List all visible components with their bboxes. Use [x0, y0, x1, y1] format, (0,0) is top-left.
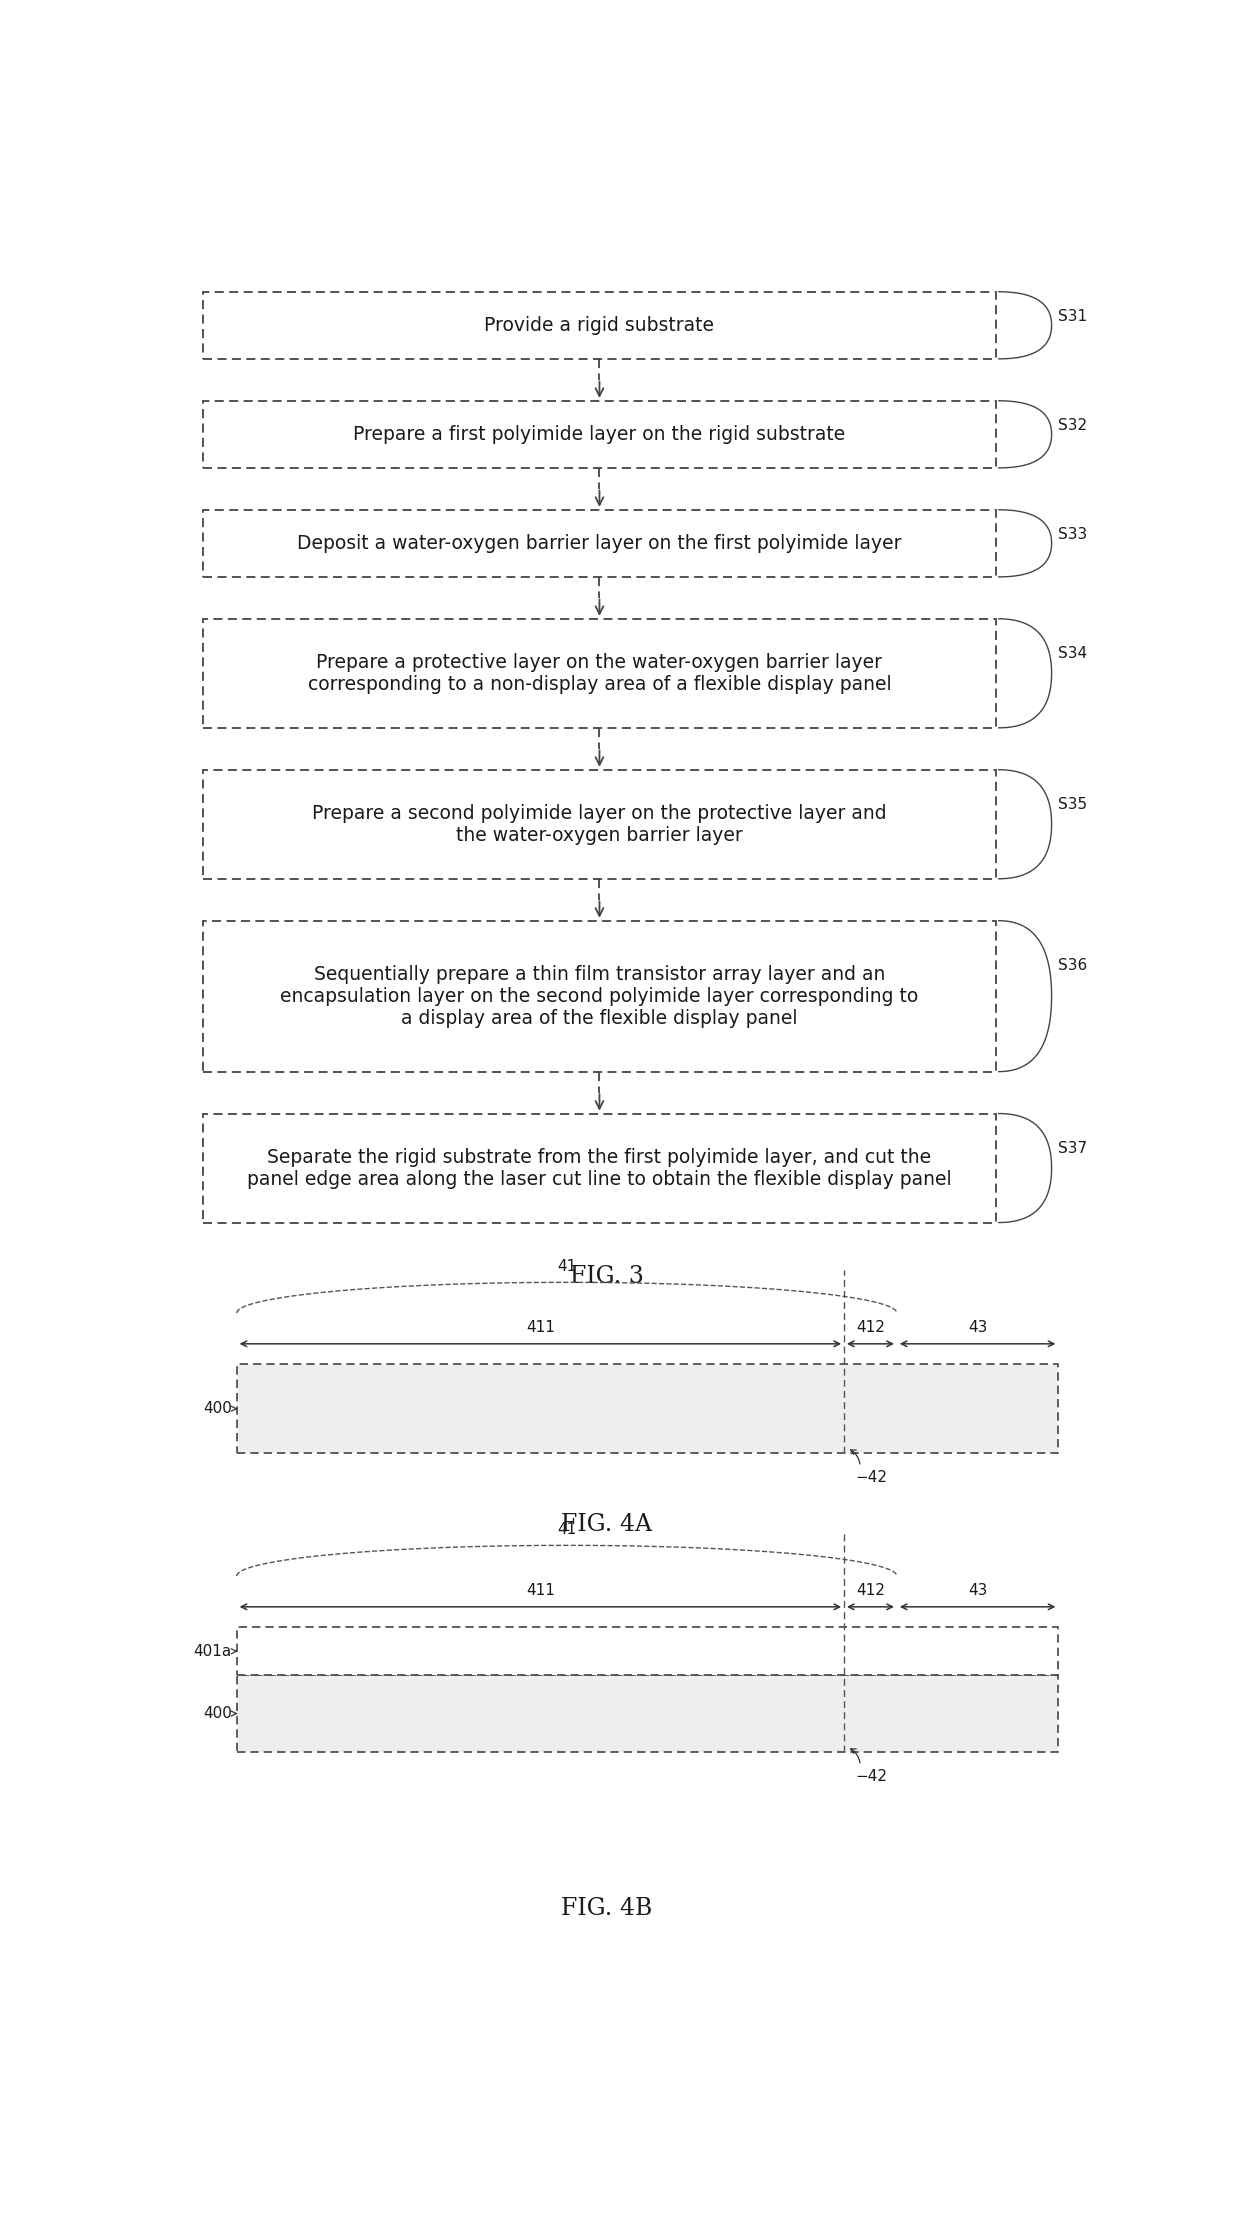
Text: Prepare a protective layer on the water-oxygen barrier layer
corresponding to a : Prepare a protective layer on the water-… — [308, 652, 892, 694]
Text: Prepare a second polyimide layer on the protective layer and
the water-oxygen ba: Prepare a second polyimide layer on the … — [312, 803, 887, 845]
Text: FIG. 3: FIG. 3 — [569, 1264, 644, 1289]
Text: Sequentially prepare a thin film transistor array layer and an
encapsulation lay: Sequentially prepare a thin film transis… — [280, 965, 919, 1027]
Text: −42: −42 — [856, 1770, 888, 1783]
Bar — [203, 619, 996, 728]
Text: 43: 43 — [968, 1584, 987, 1599]
Text: S32: S32 — [1059, 417, 1087, 433]
Text: 411: 411 — [526, 1584, 554, 1599]
Text: 41: 41 — [557, 1522, 577, 1537]
Text: 411: 411 — [526, 1320, 554, 1335]
Text: S34: S34 — [1059, 645, 1087, 661]
Text: Prepare a first polyimide layer on the rigid substrate: Prepare a first polyimide layer on the r… — [353, 426, 846, 444]
Bar — [203, 510, 996, 577]
Text: 41: 41 — [557, 1260, 577, 1273]
Bar — [237, 1628, 1058, 1675]
Text: FIG. 4A: FIG. 4A — [562, 1513, 652, 1535]
Text: S37: S37 — [1059, 1140, 1087, 1156]
Text: 412: 412 — [856, 1320, 885, 1335]
Text: 400: 400 — [203, 1706, 232, 1721]
Text: Separate the rigid substrate from the first polyimide layer, and cut the
panel e: Separate the rigid substrate from the fi… — [247, 1147, 952, 1189]
Bar — [203, 293, 996, 359]
Bar — [237, 1675, 1058, 1752]
Text: S31: S31 — [1059, 308, 1087, 324]
Text: S35: S35 — [1059, 796, 1087, 812]
Text: Provide a rigid substrate: Provide a rigid substrate — [485, 315, 714, 335]
Bar — [203, 920, 996, 1071]
Text: 43: 43 — [968, 1320, 987, 1335]
Bar — [237, 1364, 1058, 1453]
Text: S33: S33 — [1059, 526, 1087, 541]
Text: 400: 400 — [203, 1402, 232, 1417]
Text: 412: 412 — [856, 1584, 885, 1599]
Bar — [203, 401, 996, 468]
Bar — [203, 1113, 996, 1222]
Text: −42: −42 — [856, 1471, 888, 1486]
Bar — [203, 770, 996, 878]
Text: S36: S36 — [1059, 958, 1087, 974]
Text: FIG. 4B: FIG. 4B — [560, 1896, 652, 1921]
Text: Deposit a water-oxygen barrier layer on the first polyimide layer: Deposit a water-oxygen barrier layer on … — [298, 535, 901, 552]
Text: 401a: 401a — [193, 1644, 232, 1659]
